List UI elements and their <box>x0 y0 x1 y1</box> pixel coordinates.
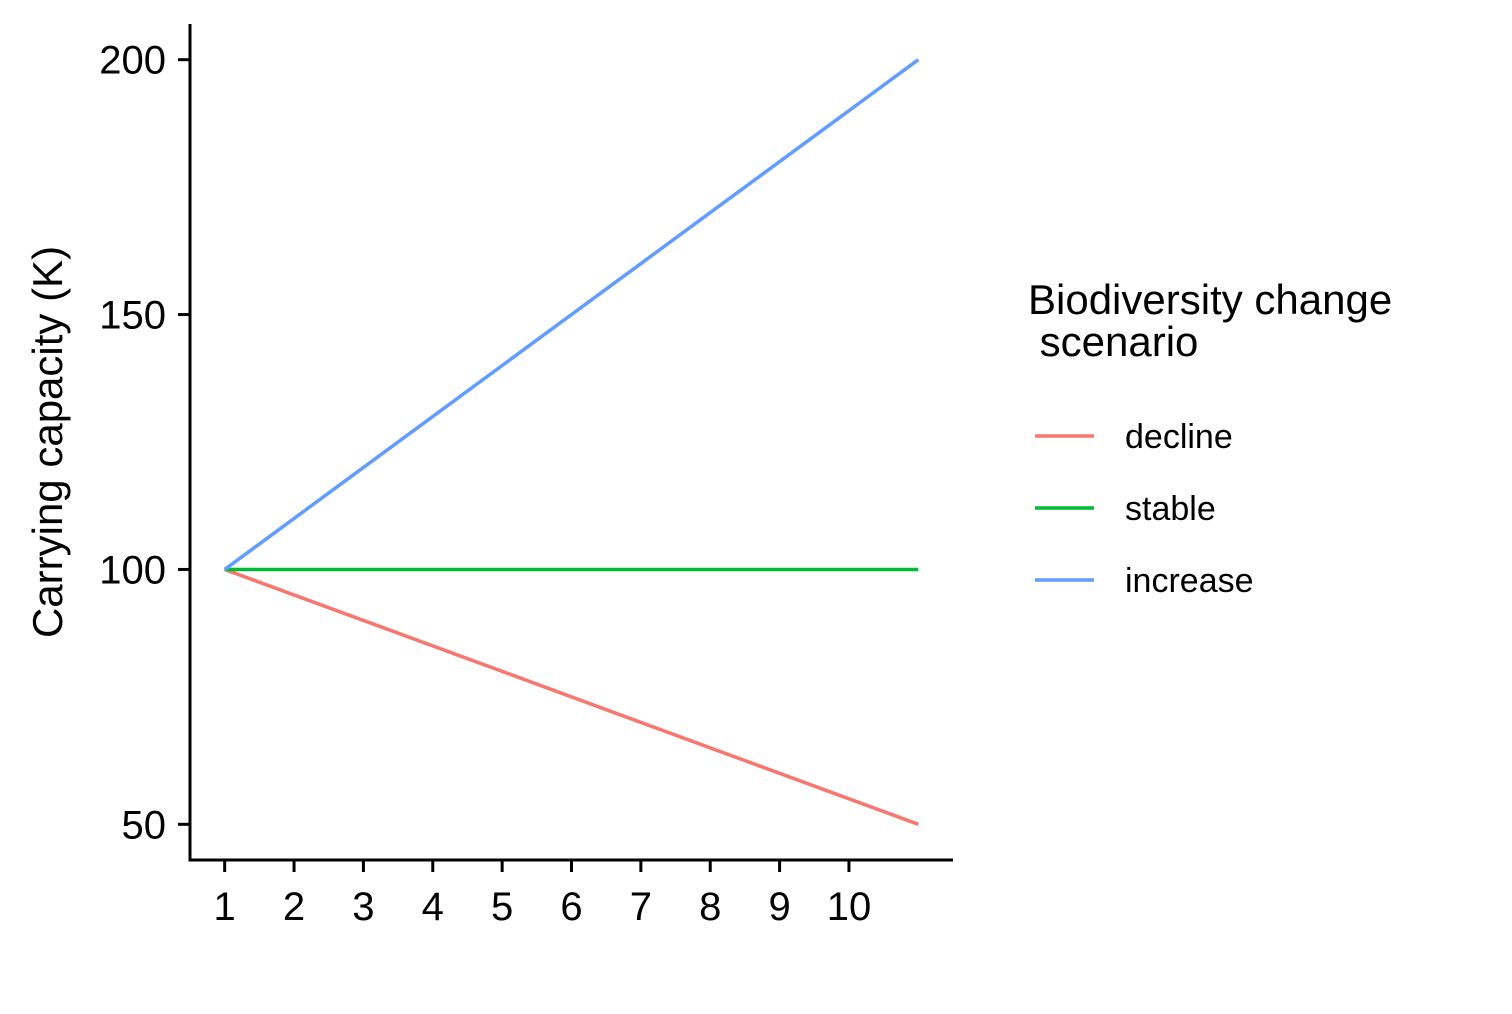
x-tick-label: 3 <box>352 885 374 929</box>
series-line-decline <box>224 567 919 826</box>
x-tick-label: 9 <box>768 885 790 929</box>
legend-label-stable: stable <box>1125 490 1216 528</box>
legend-items: decline stable increase <box>1035 418 1254 600</box>
x-tick-label: 1 <box>214 885 236 929</box>
y-tick-label: 200 <box>99 39 166 83</box>
legend-title-line-1: Biodiversity change <box>1028 276 1392 323</box>
legend-title-line-2: scenario <box>1028 318 1198 365</box>
x-tick-label: 4 <box>422 885 444 929</box>
x-tick-label: 8 <box>699 885 721 929</box>
y-tick-label: 50 <box>122 803 167 847</box>
x-tick-label: 7 <box>630 885 652 929</box>
legend: Biodiversity change scenario decline stab… <box>1028 276 1404 600</box>
y-tick-label: 150 <box>99 294 166 338</box>
x-tick-label: 10 <box>827 885 872 929</box>
legend-label-decline: decline <box>1125 418 1233 456</box>
x-tick-label: 6 <box>560 885 582 929</box>
legend-label-increase: increase <box>1125 562 1254 600</box>
series-layer <box>223 58 920 826</box>
x-axis-ticks: 1 2 3 4 5 6 7 8 9 10 <box>214 860 872 929</box>
y-tick-label: 100 <box>99 548 166 592</box>
legend-title: Biodiversity change scenario <box>1028 276 1404 365</box>
y-axis-title: Carrying capacity (K) <box>24 246 71 638</box>
x-tick-label: 5 <box>491 885 513 929</box>
x-tick-label: 2 <box>283 885 305 929</box>
series-line-increase <box>223 58 920 571</box>
y-axis-ticks: 50 100 150 200 <box>99 39 190 847</box>
